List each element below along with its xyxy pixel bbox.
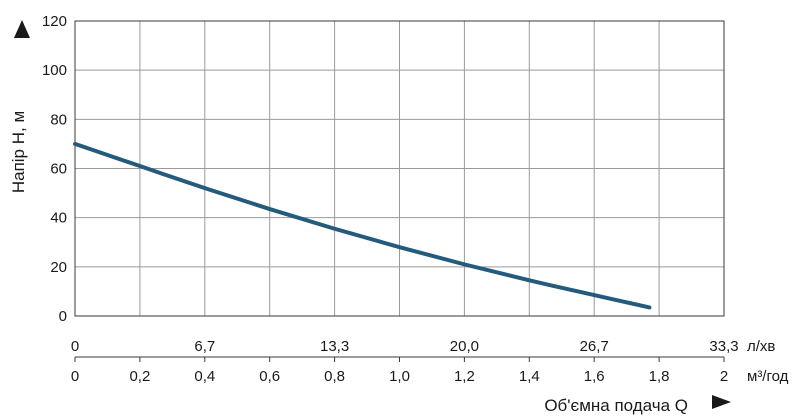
y-tick-label: 40: [50, 210, 67, 227]
plot-frame: [74, 20, 725, 362]
x-tick-label-lmin: 26,7: [580, 338, 609, 355]
y-tick-label: 120: [42, 13, 67, 30]
y-axis-label: Напір Н, м: [9, 111, 28, 193]
x-tick-labels-lmin: 0 6,7 13,3 20,0 26,7 33,3: [71, 338, 739, 355]
x-primary-unit: м³/год: [747, 368, 789, 385]
x-tick-label-m3h: 0,6: [259, 368, 280, 385]
y-tick-label: 100: [42, 62, 67, 79]
x-tick-labels-m3h: 0 0,2 0,4 0,6 0,8 1,0 1,2 1,4 1,6 1,8 2: [71, 368, 728, 385]
x-secondary-unit: л/хв: [747, 338, 775, 355]
x-axis-label: Об'ємна подача Q: [544, 396, 688, 415]
grid-lines: [75, 21, 724, 316]
series-lines: [73, 141, 652, 310]
x-tick-label-lmin: 20,0: [450, 338, 479, 355]
x-tick-label-m3h: 1,4: [519, 368, 540, 385]
x-tick-label-m3h: 0,8: [324, 368, 345, 385]
x-tick-label-m3h: 1,8: [649, 368, 670, 385]
y-tick-label: 80: [50, 111, 67, 128]
x-tick-label-m3h: 1,6: [584, 368, 605, 385]
head-flow-curve: [73, 141, 652, 310]
x-axis-arrow-icon: [712, 395, 731, 409]
x-tick-label-lmin: 13,3: [320, 338, 349, 355]
x-tick-label-m3h: 0,4: [194, 368, 215, 385]
y-tick-label: 20: [50, 259, 67, 276]
y-tick-labels: 0 20 40 60 80 100 120: [42, 13, 67, 325]
y-tick-label: 0: [59, 308, 67, 325]
x-tick-label-m3h: 0,2: [129, 368, 150, 385]
x-tick-label-m3h: 1,2: [454, 368, 475, 385]
x-tick-label-m3h: 2: [720, 368, 728, 385]
x-tick-label-lmin: 6,7: [194, 338, 215, 355]
x-tick-label-lmin: 33,3: [709, 338, 738, 355]
x-tick-label-lmin: 0: [71, 338, 79, 355]
y-axis-arrow-icon: [14, 20, 30, 38]
plot-border: [74, 20, 725, 317]
x-tick-label-m3h: 0: [71, 368, 79, 385]
y-tick-label: 60: [50, 161, 67, 178]
x-tick-label-m3h: 1,0: [389, 368, 410, 385]
